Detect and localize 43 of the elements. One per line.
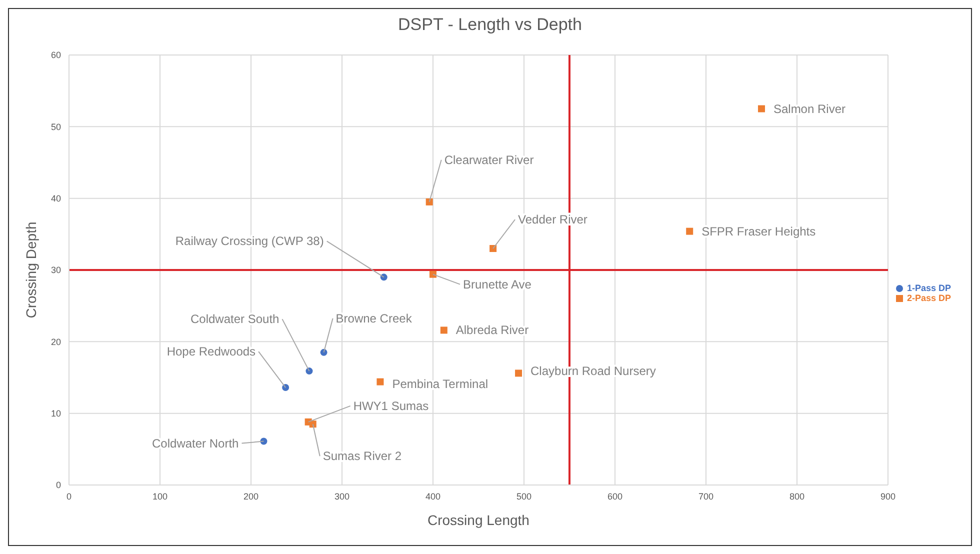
chart-title: DSPT - Length vs Depth: [397, 14, 583, 36]
point: [490, 245, 497, 252]
y-axis-title: Crossing Depth: [22, 222, 39, 318]
annotation: Clearwater River: [444, 152, 534, 167]
annotation: Sumas River 2: [322, 449, 402, 464]
annotation: Salmon River: [773, 102, 846, 116]
y-tick-label: 50: [50, 122, 61, 132]
legend-label: 2-Pass DP: [906, 293, 951, 303]
annotation: Railway Crossing (CWP 38): [175, 234, 324, 248]
y-tick-label: 20: [50, 336, 61, 347]
annotation: HWY1 Sumas: [353, 398, 429, 413]
point: [426, 198, 433, 206]
y-tick-label: 60: [50, 50, 61, 60]
annotation: Albreda River: [456, 323, 529, 338]
x-tick-label: 800: [789, 491, 804, 502]
point: [515, 370, 522, 377]
legend-label: 1-Pass DP: [906, 283, 951, 293]
point: [758, 105, 765, 112]
point: [429, 270, 436, 278]
point: [376, 378, 384, 386]
y-tick-label: 0: [56, 480, 61, 490]
y-tick-label: 10: [50, 408, 61, 419]
x-tick-label: 900: [880, 491, 896, 502]
x-tick-label: 700: [698, 491, 714, 502]
x-tick-label: 100: [152, 491, 168, 502]
annotation: Browne Creek: [336, 311, 413, 326]
x-tick-label: 500: [516, 491, 532, 502]
x-tick-label: 300: [334, 491, 350, 502]
annotation: Brunette Ave: [462, 277, 532, 292]
y-tick-label: 30: [50, 265, 61, 276]
y-tick-label: 40: [50, 194, 61, 204]
annotation: Coldwater South: [190, 312, 280, 326]
x-axis-title: Crossing Length: [428, 512, 530, 528]
annotation: SFPR Fraser Heights: [702, 224, 816, 238]
x-tick-label: 200: [243, 491, 259, 502]
annotation: Hope Redwoods: [166, 344, 256, 359]
annotation: Coldwater North: [152, 436, 239, 450]
x-tick-label: 400: [425, 491, 440, 502]
point: [686, 228, 694, 235]
x-tick-label: 600: [607, 491, 622, 502]
point: [440, 326, 448, 334]
annotation: Pembina Terminal: [392, 376, 488, 391]
x-tick-label: 0: [66, 491, 72, 502]
